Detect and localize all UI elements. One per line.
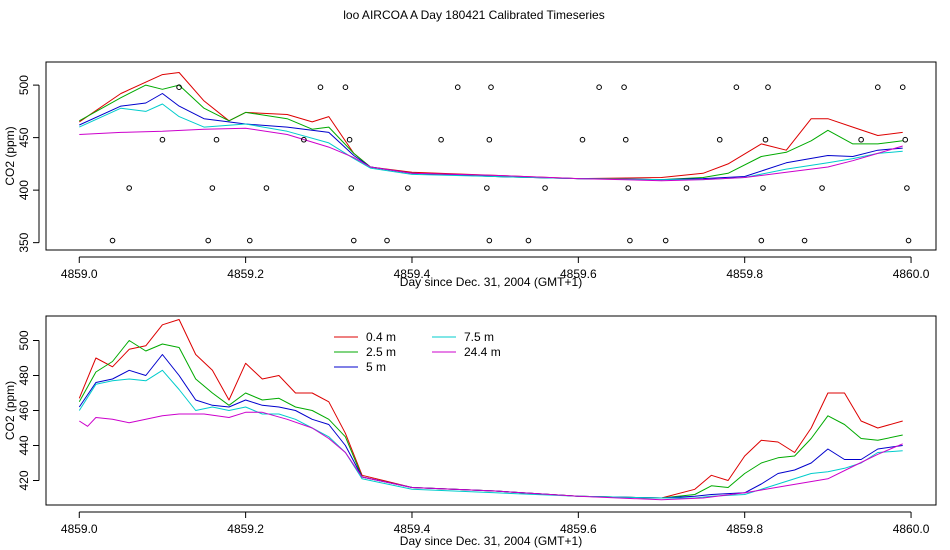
x-tick-label: 4859.8 [726, 267, 763, 281]
scatter-point [301, 136, 307, 143]
plot-frame [45, 61, 937, 251]
x-tick-label: 4859.8 [726, 522, 763, 536]
plot-area [78, 319, 903, 501]
y-tick-label: 420 [17, 470, 31, 490]
x-tick-label: 4859.2 [227, 267, 264, 281]
x-axis-label: Day since Dec. 31, 2004 (GMT+1) [400, 534, 582, 548]
y-tick-label: 350 [17, 232, 31, 252]
x-tick-label: 4859.2 [227, 522, 264, 536]
scatter-point [858, 136, 864, 143]
series-line-0-4-m [79, 72, 903, 180]
legend: 0.4 m2.5 m5 m 7.5 m24.4 m [334, 330, 501, 374]
scatter-point [625, 185, 632, 191]
scatter-point [350, 237, 357, 244]
y-axis-label: CO2 (ppm) [3, 381, 17, 440]
chart-title: loo AIRCOA A Day 180421 Calibrated Times… [343, 8, 604, 22]
scatter-point [683, 185, 690, 191]
series-line-2-5-m [78, 340, 903, 499]
scatter-point [627, 237, 633, 244]
scatter-point [525, 237, 532, 244]
top-panel: 4859.0 4859.2 4859.4 4859.6 4859.8 4860.0 350 4… [3, 61, 937, 289]
scatter-point [205, 237, 211, 244]
scatter-point [621, 84, 627, 91]
x-tick-label: 4860.0 [893, 522, 930, 536]
y-tick-label: 450 [17, 127, 31, 147]
y-tick-label: 400 [17, 180, 31, 200]
x-tick-label: 4859.0 [61, 522, 98, 536]
scatter-point [662, 237, 669, 244]
legend-entry-label: 24.4 m [464, 345, 501, 359]
scatter-point [342, 84, 349, 91]
scatter-point [542, 185, 548, 191]
x-tick-label: 4859.4 [394, 522, 431, 536]
y-tick-label: 440 [17, 435, 31, 455]
x-tick-label: 4859.4 [394, 267, 431, 281]
scatter-point [596, 84, 602, 91]
scatter-point [126, 185, 132, 191]
scatter-point [488, 84, 494, 91]
bottom-panel: 4859.0 4859.2 4859.4 4859.6 4859.8 4860.0 420 4… [3, 315, 937, 548]
x-tick-label: 4860.0 [893, 267, 930, 281]
scatter-point [486, 136, 493, 143]
scatter-point [213, 136, 220, 143]
plot-frame [45, 315, 937, 506]
scatter-point [760, 185, 766, 191]
legend-entry-label: 5 m [366, 360, 386, 374]
scatter-point [762, 136, 769, 143]
scatter-point [346, 136, 353, 143]
y-axis-label: CO2 (ppm) [3, 126, 17, 185]
scatter-point [801, 237, 808, 244]
scatter-point [904, 185, 910, 191]
scatter-point [765, 84, 771, 91]
scatter-point [263, 185, 270, 191]
scatter-point [454, 84, 461, 91]
scatter-point [733, 84, 740, 91]
scatter-point [819, 185, 825, 191]
series-line-0-4-m [78, 319, 903, 499]
legend-entry-label: 0.4 m [366, 330, 396, 344]
y-tick-label: 500 [17, 75, 31, 95]
scatter-point [176, 84, 182, 91]
y-tick-label: 500 [17, 330, 31, 350]
series-line-7-5-m [79, 103, 903, 181]
x-tick-label: 4859.0 [61, 267, 98, 281]
scatter-point [486, 237, 493, 244]
scatter-point [716, 136, 723, 143]
scatter-point [348, 185, 355, 191]
scatter-point [159, 136, 166, 143]
scatter-point [905, 237, 912, 244]
scatter-point [579, 136, 586, 143]
x-tick-label: 4859.6 [560, 522, 597, 536]
legend-entry-label: 7.5 m [464, 330, 494, 344]
scatter-point [874, 84, 881, 91]
scatter-point [438, 136, 444, 143]
scatter-point [899, 84, 906, 91]
scatter-point [384, 237, 390, 244]
plot-area [79, 72, 912, 244]
scatter-point [405, 185, 411, 191]
scatter-point [209, 185, 216, 191]
y-tick-label: 480 [17, 365, 31, 385]
scatter-point [622, 136, 629, 143]
y-tick-label: 460 [17, 400, 31, 420]
scatter-point [246, 237, 253, 244]
scatter-point [317, 84, 324, 91]
series-line-24-4-m [79, 411, 903, 501]
legend-entry-label: 2.5 m [366, 345, 396, 359]
scatter-point [109, 237, 116, 244]
x-tick-label: 4859.6 [560, 267, 597, 281]
x-axis-label: Day since Dec. 31, 2004 (GMT+1) [400, 275, 582, 289]
scatter-point [902, 136, 909, 143]
series-line-24-4-m [79, 127, 903, 182]
scatter-point [758, 237, 765, 244]
scatter-point [484, 185, 490, 191]
series-line-7-5-m [78, 369, 903, 499]
series-line-5-m [78, 354, 903, 499]
